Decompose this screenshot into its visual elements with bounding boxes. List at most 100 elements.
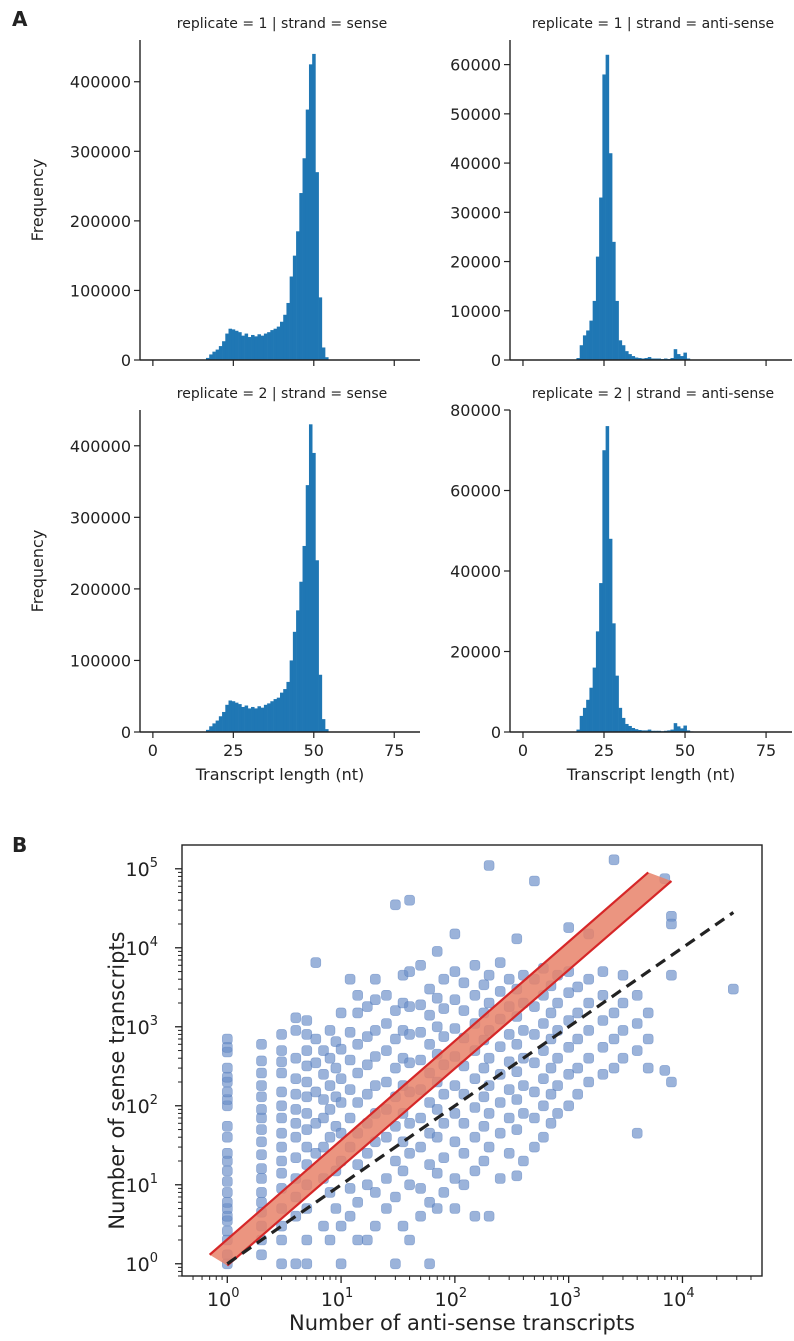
histogram-bar [686, 358, 691, 360]
scatter-point [335, 1127, 347, 1139]
histogram-bar [586, 330, 590, 360]
histogram-bar [286, 302, 290, 360]
scatter-point [483, 1141, 495, 1153]
scatter-point [503, 1148, 515, 1159]
scatter-point [597, 1015, 609, 1026]
scatter-point [352, 1097, 364, 1108]
scatter-point [538, 1073, 549, 1084]
histogram-bar [634, 729, 639, 732]
x-tick-exponent: 1 [345, 1286, 353, 1301]
scatter-point [290, 1025, 302, 1036]
scatter-point [424, 1097, 435, 1108]
histogram-bar [579, 715, 584, 732]
scatter-point [538, 1100, 549, 1112]
histogram-bar [283, 314, 287, 360]
y-tick-label: 0 [491, 723, 501, 742]
scatter-point [381, 1131, 392, 1143]
y-tick-base: 10 [126, 1096, 150, 1118]
y-tick-label: 30000 [450, 203, 501, 222]
scatter-point [324, 1025, 336, 1036]
scatter-point [256, 1039, 267, 1050]
scatter-point [301, 1015, 313, 1026]
scatter-point [529, 1141, 540, 1153]
y-tick-exponent: 0 [150, 1251, 158, 1266]
scatter-point [538, 1018, 549, 1029]
y-tick-label: 40000 [450, 154, 501, 173]
scatter-point [431, 1104, 443, 1115]
histogram-bar [673, 349, 678, 360]
scatter-point [529, 1112, 540, 1124]
histogram-bar [238, 704, 242, 732]
scatter-point [369, 1187, 381, 1198]
histogram-bar [238, 332, 242, 360]
y-tick-label: 200000 [70, 580, 131, 599]
scatter-point [424, 1009, 435, 1021]
scatter-point [404, 1148, 415, 1159]
x-tick-base: 10 [662, 1289, 686, 1311]
scatter-point [361, 1088, 373, 1100]
y-tick-label: 0 [121, 723, 131, 742]
scatter-point [642, 1007, 654, 1019]
histogram-bar [218, 716, 223, 732]
scatter-point [608, 1062, 620, 1074]
scatter-point [352, 1039, 364, 1050]
histogram-bar [209, 726, 213, 732]
scatter-point [483, 1210, 495, 1222]
histogram-bar [612, 241, 616, 360]
y-tick-label: 10000 [450, 302, 501, 321]
plot-frame [181, 844, 763, 1277]
scatter-point [390, 1191, 401, 1203]
x-tick-exponent: 2 [459, 1286, 467, 1301]
x-tick-base: 10 [435, 1289, 459, 1311]
scatter-point [563, 987, 575, 999]
scatter-point [545, 1062, 557, 1074]
histogram-bar [292, 255, 297, 360]
scatter-point [631, 989, 643, 1001]
histogram-bar [608, 538, 613, 732]
scatter-point [324, 1052, 336, 1064]
scatter-point [369, 1025, 381, 1036]
scatter-point [222, 1165, 233, 1177]
scatter-point [361, 1148, 373, 1159]
scatter-point [563, 1100, 575, 1112]
scatter-point [659, 1065, 671, 1076]
scatter-point [642, 1062, 654, 1074]
histogram-bar [683, 725, 687, 732]
y-tick-label: 101 [126, 1172, 158, 1197]
scatter-point [381, 989, 392, 1001]
scatter-point [335, 1007, 347, 1019]
histogram-bar [589, 687, 593, 732]
histogram-bar [308, 64, 313, 360]
histogram-bar [608, 153, 613, 360]
scatter-point [381, 1076, 392, 1088]
y-tick-label: 100000 [70, 651, 131, 670]
histogram-bar [260, 335, 265, 360]
y-axis-title: Frequency [28, 159, 47, 242]
scatter-point [381, 1018, 392, 1029]
scatter-point [301, 1091, 313, 1103]
scatter-point [256, 1055, 267, 1067]
histogram-bar [234, 330, 239, 360]
scatter-point [583, 1076, 595, 1088]
scatter-point [449, 928, 461, 940]
scatter-point [352, 1007, 364, 1019]
histogram-bar [228, 700, 233, 732]
scatter-point [478, 1155, 490, 1167]
scatter-point [494, 986, 506, 997]
histogram-bar [234, 702, 239, 732]
scatter-point [352, 989, 364, 1001]
scatter-point [424, 1197, 435, 1208]
scatter-point [469, 959, 481, 971]
scatter-point [404, 1057, 415, 1069]
scatter-point [290, 1118, 302, 1129]
scatter-point [478, 1091, 490, 1103]
scatter-point [276, 1086, 287, 1098]
histogram-bar [612, 623, 616, 732]
scatter-point [449, 1173, 461, 1184]
histogram-bar [644, 358, 649, 360]
scatter-point [438, 1031, 450, 1042]
histogram-bar [647, 729, 652, 732]
histogram-bar [244, 705, 249, 732]
scatter-point [503, 1084, 515, 1095]
scatter-point [415, 1141, 426, 1153]
